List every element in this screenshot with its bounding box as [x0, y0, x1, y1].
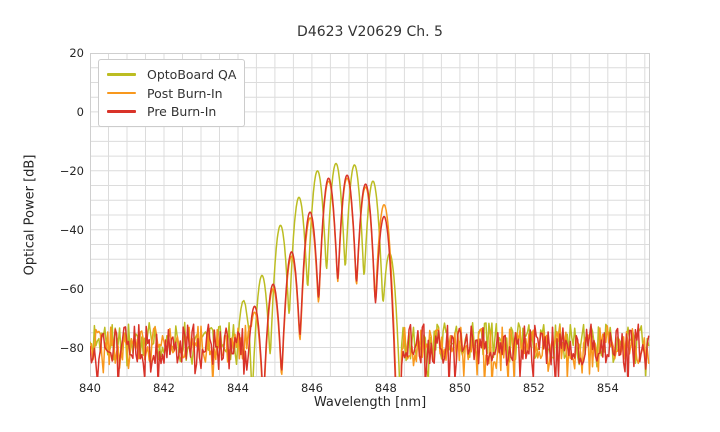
legend-item-label: OptoBoard QA [147, 66, 237, 82]
legend-item-label: Pre Burn-In [147, 104, 217, 120]
x-tick-label: 852 [522, 381, 545, 395]
x-tick-label: 854 [596, 381, 619, 395]
y-tick-label: −60 [59, 281, 84, 296]
y-tick-label: −20 [59, 163, 84, 178]
legend-item: OptoBoard QA [107, 65, 237, 84]
legend-item: Post Burn-In [107, 84, 234, 103]
x-axis-label: Wavelength [nm] [313, 395, 427, 410]
x-tick-label: 848 [374, 381, 397, 395]
x-tick-label: 840 [79, 381, 101, 395]
y-tick-label: −40 [59, 222, 84, 237]
x-tick-label: 850 [448, 381, 471, 395]
legend-item-label: Post Burn-In [147, 85, 223, 101]
x-tick-label: 844 [226, 381, 249, 395]
y-tick-label: 20 [69, 46, 84, 60]
x-tick-label: 846 [300, 381, 323, 395]
chart-title: D4623 V20629 Ch. 5 [297, 24, 443, 40]
legend-line-swatch-icon [107, 73, 136, 76]
x-tick-label: 842 [152, 381, 175, 395]
y-tick-label: −80 [59, 340, 84, 355]
legend-line-swatch-icon [107, 91, 136, 95]
y-tick-label: 0 [76, 104, 84, 119]
legend: OptoBoard QA Post Burn-In Pre Burn-In [98, 59, 245, 127]
legend-item: Pre Burn-In [107, 102, 234, 121]
plot-border [90, 53, 650, 377]
legend-line-swatch-icon [107, 110, 136, 113]
series-curve-pre-burn-in [90, 174, 650, 377]
